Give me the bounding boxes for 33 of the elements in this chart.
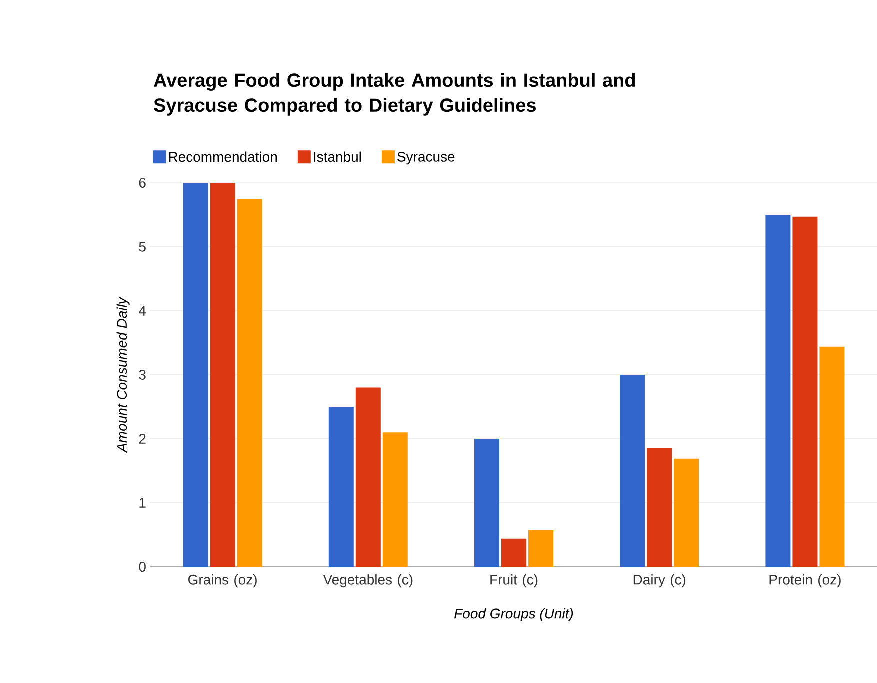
- bar: [528, 530, 554, 567]
- y-tick-label: 3: [139, 370, 146, 380]
- bar: [328, 407, 354, 567]
- y-tick-label: 5: [139, 242, 146, 252]
- bar: [474, 439, 500, 567]
- x-axis-title: Food Groups (Unit): [454, 608, 574, 622]
- bar: [674, 458, 700, 567]
- bar: [237, 198, 262, 567]
- bar: [502, 538, 527, 567]
- y-tick-label: 0: [139, 562, 146, 572]
- bar: [647, 448, 672, 567]
- legend-label: Recommendation: [169, 152, 278, 162]
- bar: [792, 216, 818, 567]
- x-tick-label: Protein (oz): [770, 574, 841, 588]
- x-tick-label: Vegetables (c): [323, 574, 413, 588]
- y-tick-label: 2: [139, 434, 146, 444]
- legend-label: Istanbul: [314, 152, 362, 162]
- y-tick-label: 4: [139, 306, 146, 316]
- bar: [766, 215, 791, 567]
- bar: [620, 375, 646, 567]
- x-tick-label: Dairy (c): [634, 574, 686, 588]
- bar: [210, 182, 236, 567]
- bar: [356, 388, 381, 567]
- bar: [820, 346, 845, 567]
- y-tick-label: 6: [139, 178, 146, 188]
- bar: [382, 432, 408, 567]
- chart-title: Average Food Group Intake Amounts in Istanbul and Syracuse Compared to Dietary Guidelines: [154, 73, 636, 116]
- x-tick-label: Fruit (c): [490, 574, 538, 588]
- legend-label: Syracuse: [398, 152, 455, 165]
- x-tick-label: Grains (oz): [188, 574, 257, 588]
- bar: [183, 182, 208, 567]
- y-axis-title: Amount Consumed Daily: [116, 296, 130, 454]
- y-tick-label: 1: [140, 498, 146, 508]
